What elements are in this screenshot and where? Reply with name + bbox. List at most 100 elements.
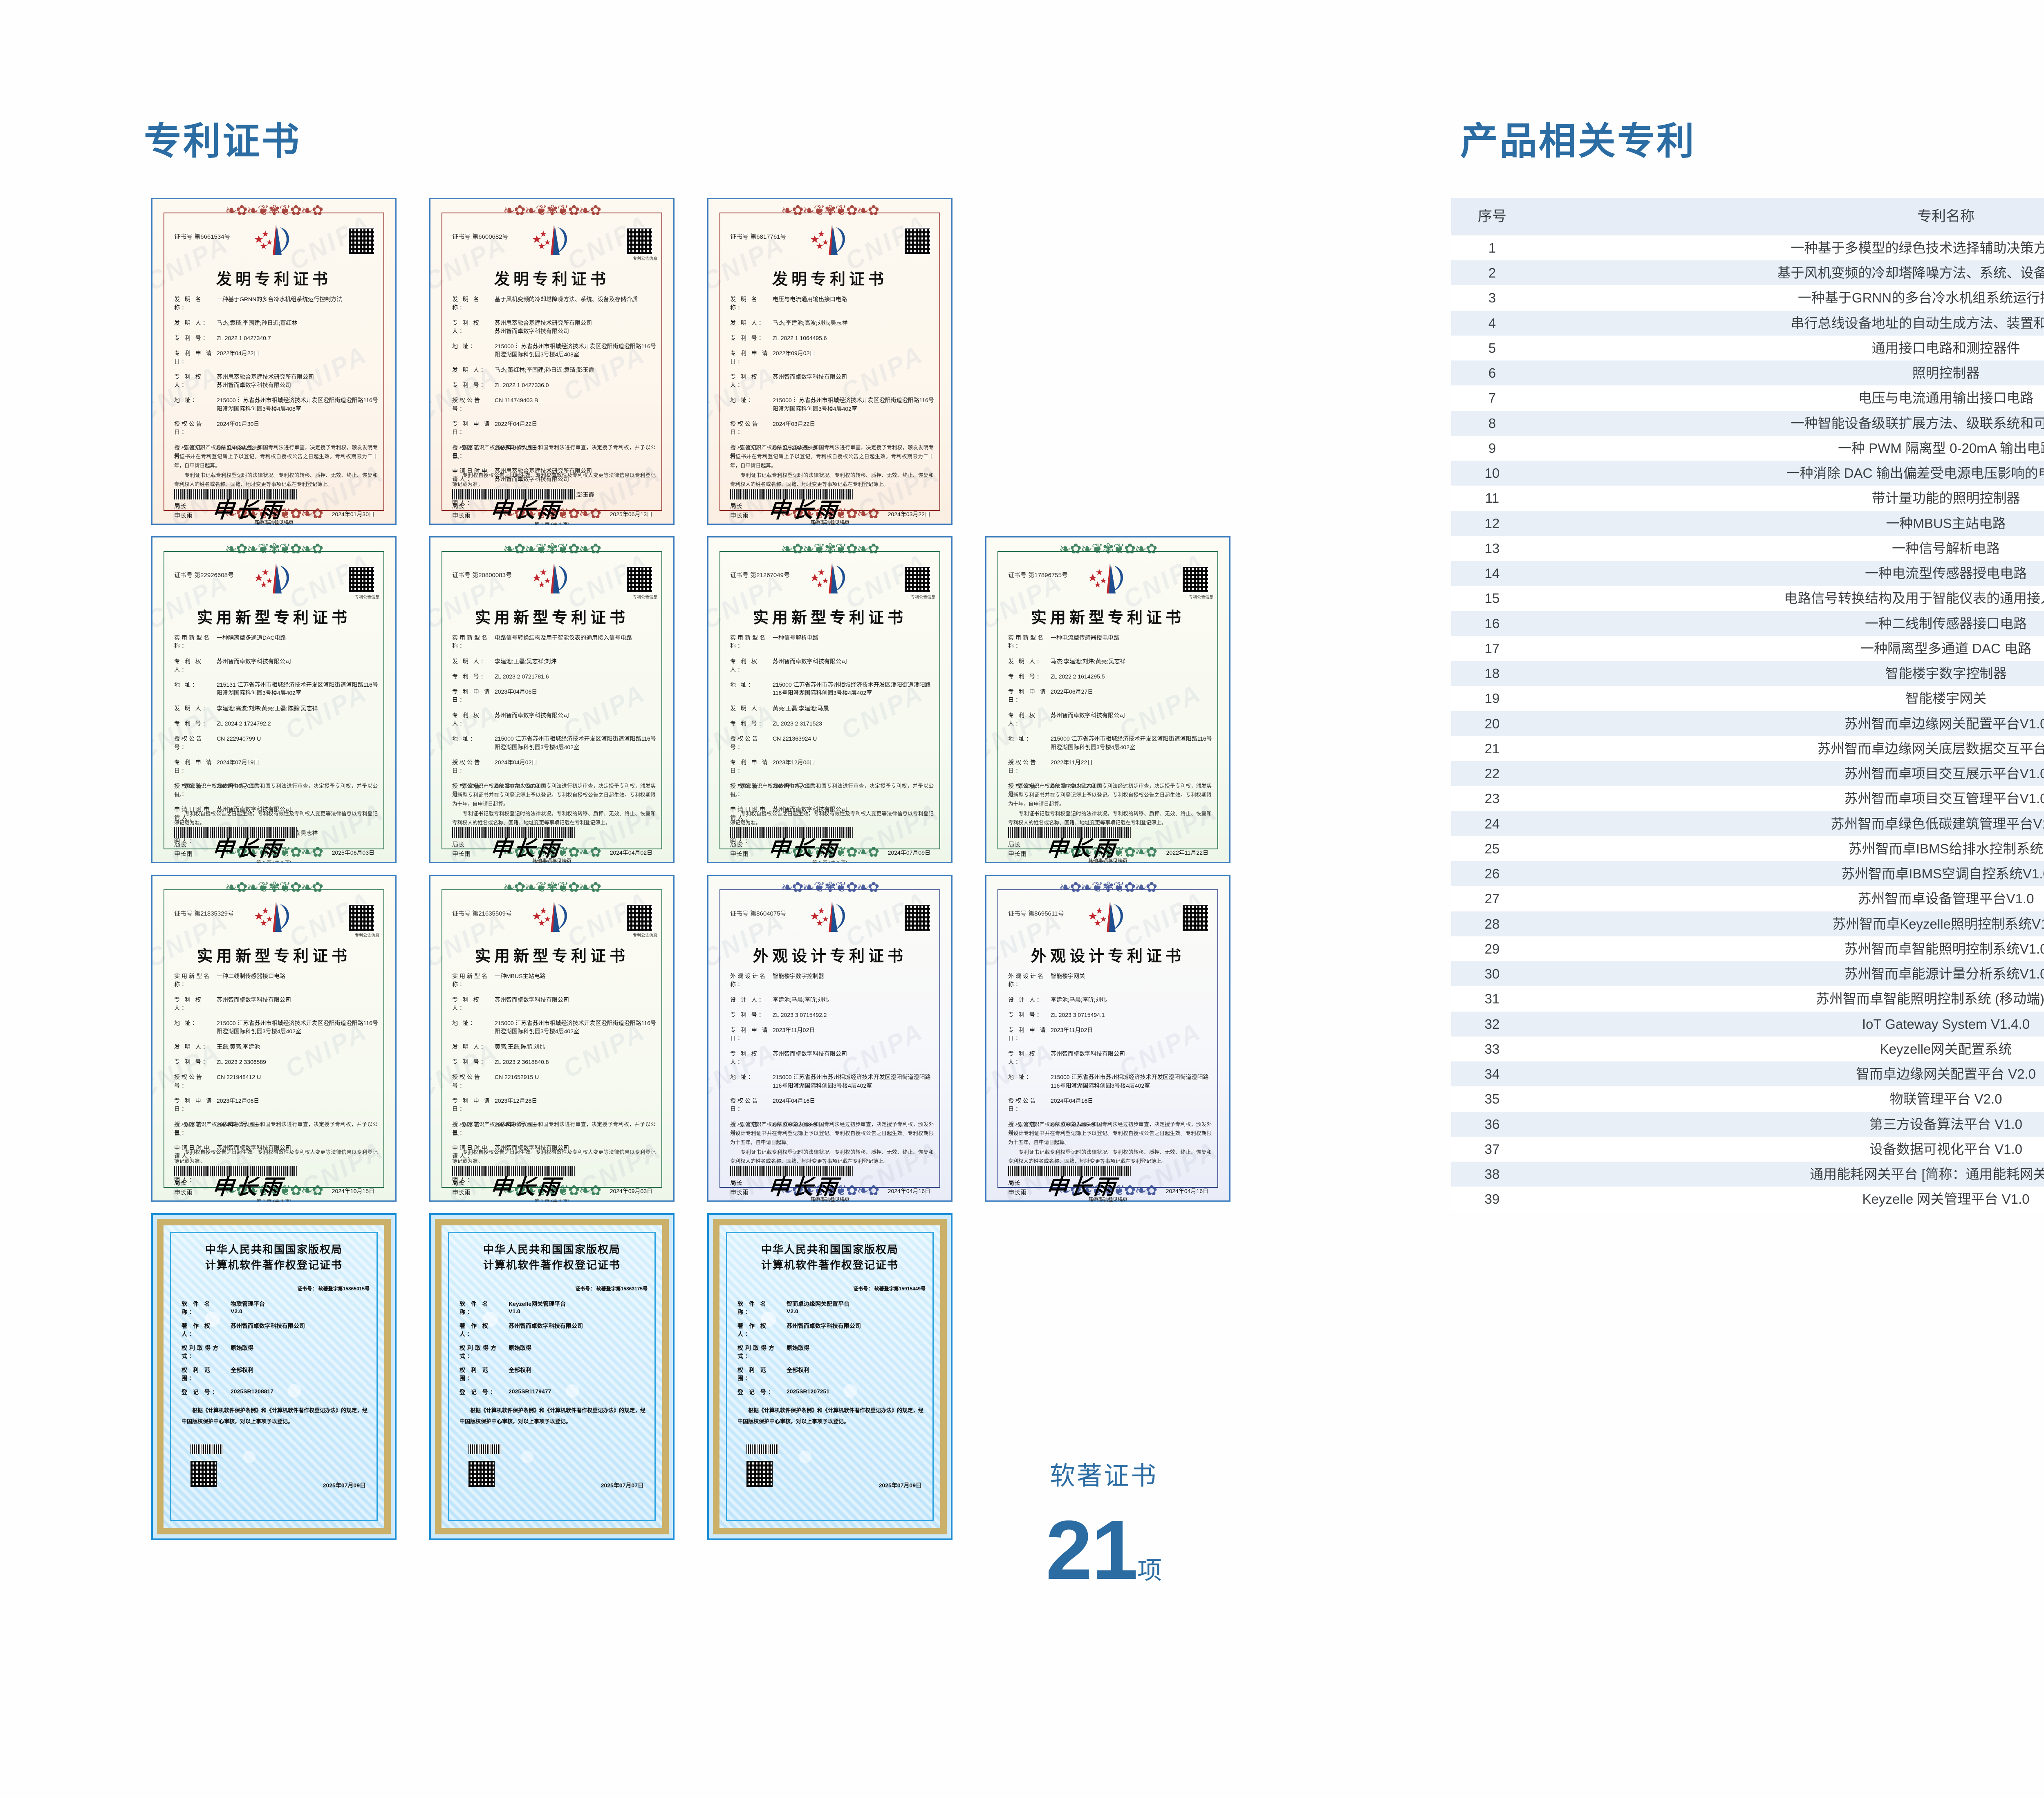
cert-field: 权利取得方式： 原始取得 (737, 1344, 928, 1360)
cert-field-value: 苏州思萃融合基建技术研究所有限公司 苏州智而卓数字科技有限公司 (495, 468, 592, 483)
cell-patent-name: 苏州智而卓绿色低碳建筑管理平台V1.0 (1831, 816, 2044, 831)
cert-field: 外观设计名称： 智能楼宇网关 (1008, 972, 1213, 989)
barcode-icon (191, 1444, 223, 1454)
table-row: 13一种信号解析电路实用新型 (1451, 535, 2044, 561)
cert-field-value: 王磊;黄亮;李建池 (217, 1043, 260, 1050)
certificate-software-copyright[interactable]: 中华人民共和国国家版权局 计算机软件著作权登记证书 证书号： 软著登字第1586… (151, 1213, 397, 1540)
signer-label: 局长 申长雨 (730, 503, 749, 519)
cnipa-logo (529, 900, 574, 934)
certificate-dsg[interactable]: CNIPA CNIPA CNIPA CNIPA CNIPA CNIPA ❧✿❧❦… (985, 875, 1230, 1202)
issue-date: 2024年01月30日 (332, 511, 374, 517)
signer-label: 局长 申长雨 (730, 1180, 749, 1196)
cell-patent-name: 苏州智而卓智能照明控制系统 (移动端) V1.0 (1815, 991, 2044, 1007)
certificate-inv[interactable]: CNIPA CNIPA CNIPA CNIPA CNIPA CNIPA ❧✿❧❦… (429, 198, 675, 525)
cert-field: 授权公告日： 2024年01月30日 (174, 420, 379, 437)
cert-field-value: 智而卓边缘网关配置平台 V2.0 (787, 1301, 849, 1314)
cert-field: 专 利 权 人： 苏州智而卓数字科技有限公司 (1008, 711, 1213, 728)
cert-inner-frame (997, 551, 1218, 849)
qr-code-icon (903, 227, 931, 255)
software-copyright-count-block: 软著证书 21项 (989, 1455, 1218, 1592)
legal-paragraph-1: 国家知识产权局依照中华人民共和国专利法进行初步审查，决定授予专利权，颁发实用新型… (452, 783, 656, 807)
cert-inner-frame (164, 213, 384, 511)
cert-field-value: ZL 2024 2 1724792.2 (217, 720, 271, 727)
barcode-icon (468, 1444, 501, 1454)
cert-field: 授权公告号： CN 308585435 S (1008, 1120, 1213, 1137)
cell-index: 22 (1484, 766, 1500, 781)
certificate-dsg[interactable]: CNIPA CNIPA CNIPA CNIPA CNIPA CNIPA ❧✿❧❦… (707, 875, 953, 1202)
cert-field: 地 址： 215000 江苏省苏州市相城经济技术开发区澄阳街道澄阳路116号阳澄… (452, 734, 657, 751)
certificate-utm[interactable]: CNIPA CNIPA CNIPA CNIPA CNIPA CNIPA ❧✿❧❦… (707, 536, 953, 863)
cert-field-value: 2023年12月28日 (495, 1097, 538, 1104)
cell-patent-name: 一种智能设备级联扩展方法、级联系统和可存储介质 (1791, 415, 2044, 431)
cell-index: 30 (1484, 966, 1500, 981)
cert-field-value: CN 217583842 U (1051, 782, 1095, 789)
certificate-inv[interactable]: CNIPA CNIPA CNIPA CNIPA CNIPA CNIPA ❧✿❧❦… (707, 198, 953, 525)
cert-field: 专 利 权 人： 苏州智而卓数字科技有限公司 (730, 657, 935, 674)
certificate-utm[interactable]: CNIPA CNIPA CNIPA CNIPA CNIPA CNIPA ❧✿❧❦… (151, 536, 397, 863)
cert-field-value: 苏州智而卓数字科技有限公司 (509, 1323, 583, 1329)
issue-date: 2025年06月03日 (332, 849, 374, 856)
cell-patent-name: 串行总线设备地址的自动生成方法、装置和存储介质 (1791, 315, 2044, 331)
cert-field-key: 专 利 申 请 日： (730, 1027, 769, 1042)
cell-index: 32 (1484, 1016, 1500, 1032)
cert-field: 软 件 名 称： Keyzelle网关管理平台 V1.0 (459, 1300, 650, 1316)
legal-paragraph: 根据《计算机软件保护条例》和《计算机软件著作权登记办法》的规定，经中国版权保护中… (459, 1408, 646, 1425)
cert-field: 申请日时申请人： 苏州智而卓数字科技有限公司 (174, 805, 379, 822)
cert-outer-frame (429, 1213, 675, 1540)
cert-field: 地 址： 215000 江苏省苏州市苏州相城经济技术开发区澄阳街道澄阳路116号… (730, 1073, 935, 1090)
cell-index: 23 (1484, 791, 1500, 806)
signer-label: 局长 申长雨 (174, 841, 193, 858)
certificate-utm[interactable]: CNIPA CNIPA CNIPA CNIPA CNIPA CNIPA ❧✿❧❦… (151, 875, 397, 1202)
certificate-utm[interactable]: CNIPA CNIPA CNIPA CNIPA CNIPA CNIPA ❧✿❧❦… (985, 536, 1230, 863)
cnipa-logo-icon (255, 225, 289, 255)
legal-paragraph-1: 国家知识产权局依照中华人民共和国专利法进行审查，决定授予专利权，并予以公告。 (174, 783, 378, 798)
legal-paragraph: 根据《计算机软件保护条例》和《计算机软件著作权登记办法》的规定，经中国版权保护中… (182, 1408, 368, 1425)
cnipa-logo (529, 223, 574, 257)
cert-outer-frame (151, 536, 397, 863)
cell-index: 25 (1484, 841, 1500, 856)
cert-outer-frame (707, 198, 953, 525)
cert-field: 实用新型名称： 一种信号解析电路 (730, 634, 935, 650)
cert-field-key: 专 利 申 请 日： (1008, 1027, 1047, 1042)
cell-index: 29 (1484, 941, 1500, 956)
certificate-fields: 发 明 名 称： 一种基于GRNN的多台冷水机组系统运行控制方法 发 明 人： … (174, 295, 379, 467)
certificate-utm[interactable]: CNIPA CNIPA CNIPA CNIPA CNIPA CNIPA ❧✿❧❦… (429, 875, 675, 1202)
cert-field-value: 一种电流型传感器授电电路 (1051, 634, 1119, 641)
cert-field-key: 专 利 申 请 日： (730, 350, 769, 365)
cell-patent-name: 第三方设备算法平台 V1.0 (1869, 1116, 2023, 1132)
cert-field: 发 明 人： 王磊;黄亮;李建池 (174, 1043, 379, 1051)
cert-field-value: CN 221363924 U (773, 735, 817, 742)
cert-field: 发 明 人： 马杰;董红林;李国建;孙日近;袁琦;彭玉霞 (452, 366, 657, 374)
cell-index: 21 (1484, 741, 1500, 756)
cert-field-value: 2023年11月02日 (1051, 1027, 1093, 1034)
cert-field-value: 2024年04月16日 (773, 1097, 816, 1104)
cert-field-value: 李建池;马晨;李昕;刘炜 (1051, 996, 1107, 1003)
ornament-top-icon: ❧✿❧❦✾❦✿❧✿ (503, 880, 601, 895)
certificate-title-line1: 中华人民共和国国家版权局 (483, 1244, 621, 1256)
cert-field-value: 黄亮;王磊;陈鹏;刘炜 (495, 1043, 545, 1050)
ornament-top-icon: ❧✿❧❦✾❦✿❧✿ (503, 203, 601, 218)
cell-patent-name: 苏州智而卓项目交互管理平台V1.0 (1844, 791, 2044, 806)
cert-field-key: 专 利 权 人： (730, 1050, 759, 1066)
cell-patent-name: 通用能耗网关平台 [简称：通用能耗网关] V2.0 (1810, 1167, 2044, 1182)
certificate-software-copyright[interactable]: 中华人民共和国国家版权局 计算机软件著作权登记证书 证书号： 软著登字第1586… (429, 1213, 675, 1540)
certificate-inv[interactable]: CNIPA CNIPA CNIPA CNIPA CNIPA CNIPA ❧✿❧❦… (151, 198, 397, 525)
certificate-utm[interactable]: CNIPA CNIPA CNIPA CNIPA CNIPA CNIPA ❧✿❧❦… (429, 536, 675, 863)
cert-field-key: 专 利 申 请 日： (730, 759, 769, 774)
qr-caption: 专利公告信息 (355, 595, 379, 600)
cert-field: 专 利 申 请 日： 2022年04月22日 (452, 420, 657, 437)
cert-field: 地 址： 215000 江苏省苏州市苏州相城经济技术开发区澄阳街道澄阳路116号… (730, 681, 935, 697)
cert-field-value: 一种隔离型多通道DAC电路 (217, 634, 286, 641)
cert-field-value: 2025SR1179477 (509, 1388, 551, 1395)
cell-patent-name: 一种信号解析电路 (1892, 540, 2000, 556)
cert-field: 设 计 人： 李建池;马晨;李昕;刘炜 (1008, 996, 1213, 1004)
cert-field-value: 苏州思萃融合基建技术研究所有限公司 苏州智而卓数字科技有限公司 (217, 373, 314, 389)
certificate-software-copyright[interactable]: 中华人民共和国国家版权局 计算机软件著作权登记证书 证书号： 软著登字第1591… (707, 1213, 953, 1540)
cert-inner-frame (719, 213, 940, 511)
signer-label: 局长 申长雨 (452, 841, 471, 858)
